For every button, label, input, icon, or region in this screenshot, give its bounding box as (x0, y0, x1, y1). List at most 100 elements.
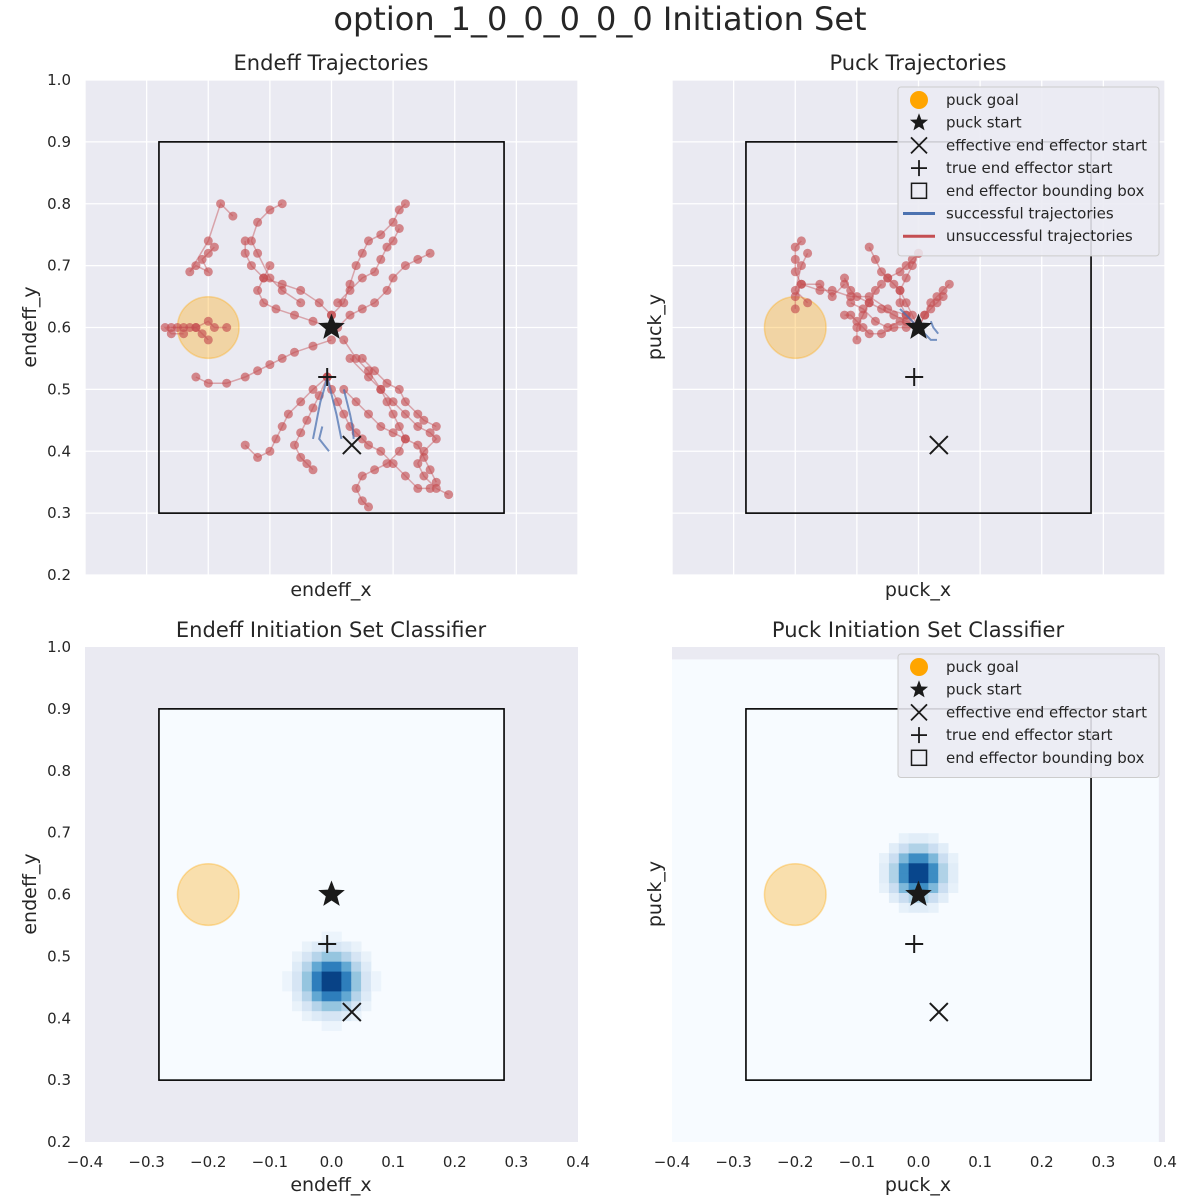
trajectory-point (246, 236, 256, 246)
classifier-cell (351, 981, 362, 992)
classifier-cell (311, 951, 323, 962)
trajectory-point (852, 323, 862, 332)
panel-title: Endeff Trajectories (234, 51, 429, 75)
trajectory-point (803, 248, 813, 258)
trajectory-point (308, 465, 318, 475)
trajectory-point (846, 298, 856, 308)
goal-marker-icon (910, 658, 928, 676)
trajectory-point (259, 273, 269, 283)
unsuccessful-trajectory (343, 388, 437, 483)
classifier-cell (331, 1010, 342, 1022)
trajectory-point (840, 279, 849, 289)
legend-item: end effector bounding box (910, 182, 1144, 200)
trajectory-point (197, 329, 207, 339)
classifier-cell (341, 961, 352, 972)
trajectory-point (796, 236, 806, 246)
classifier-cell (311, 961, 323, 972)
legend-label: puck start (946, 681, 1022, 699)
x-tick-label: −0.1 (839, 1153, 875, 1171)
trajectory-point (240, 372, 250, 382)
classifier-cell (918, 843, 929, 854)
legend-label: end effector bounding box (946, 182, 1144, 200)
x-tick-label: −0.4 (67, 1153, 103, 1171)
trajectory-point (413, 409, 423, 419)
classifier-cell (948, 853, 959, 864)
trajectory-point (827, 292, 837, 302)
trajectory-point (932, 298, 942, 308)
classifier-cell (908, 853, 919, 864)
trajectory-point (308, 384, 318, 394)
trajectory-point (394, 446, 404, 456)
classifier-cell (341, 971, 352, 982)
legend-label: puck goal (946, 658, 1019, 676)
y-tick-label: 0.6 (47, 319, 71, 337)
classifier-cell (351, 991, 362, 1002)
trajectory-point (394, 205, 404, 215)
x-tick-label: −0.4 (654, 1153, 690, 1171)
trajectory-point (179, 323, 189, 332)
classifier-cell (918, 882, 929, 893)
trajectory-point (388, 428, 398, 438)
legend-item: end effector bounding box (910, 749, 1144, 767)
classifier-cell (321, 1020, 332, 1031)
trajectory-point (302, 459, 312, 469)
trajectory-point (413, 422, 423, 431)
successful-trajectory (929, 320, 939, 335)
trajectory-point (870, 285, 880, 295)
trajectory-point (388, 236, 398, 246)
trajectory-point (308, 316, 318, 326)
legend-item: puck start (909, 113, 1022, 132)
trajectory-point (444, 490, 454, 500)
legend-item: puck goal (910, 91, 1019, 109)
trajectory-point (400, 471, 410, 481)
trajectory-point (364, 409, 373, 419)
unsuccessful-trajectory (794, 252, 809, 304)
trajectory-point (425, 248, 435, 258)
trajectory-point (203, 335, 213, 345)
classifier-cell (351, 941, 362, 952)
classifier-cell (908, 843, 919, 854)
legend-label: true end effector start (946, 159, 1113, 177)
classifier-cell (908, 902, 919, 913)
trajectory-point (376, 446, 386, 456)
trajectory-point (296, 298, 306, 308)
trajectory-point (870, 316, 880, 326)
trajectory-point (253, 366, 263, 376)
trajectory-point (265, 273, 275, 283)
trajectory-point (277, 285, 287, 295)
x-tick-label: −0.3 (715, 1153, 751, 1171)
legend-label: effective end effector start (946, 136, 1147, 154)
x-tick-label: 0.2 (443, 1153, 467, 1171)
classifier-cell (908, 862, 919, 874)
classifier-cell (908, 872, 919, 884)
trajectory-point (382, 459, 392, 469)
trajectory-point (216, 199, 226, 209)
puck-trajectories-panel: Puck Trajectories puck_x puck_y puck goa… (644, 51, 1166, 601)
classifier-cell (948, 862, 959, 874)
trajectory-point (400, 261, 410, 271)
trajectory-point (790, 242, 800, 252)
trajectory-point (222, 378, 232, 388)
legend-box (897, 86, 1160, 257)
trajectory-point (846, 310, 856, 320)
trajectory-point (191, 323, 201, 332)
trajectory-point (901, 273, 911, 283)
classifier-cell (341, 941, 352, 952)
classifier-cell (301, 991, 313, 1002)
trajectory-point (413, 254, 423, 264)
effective-end-effector-start-x (929, 1002, 949, 1022)
classifier-cell (898, 843, 910, 854)
trajectory-point (166, 329, 176, 339)
classifier-cell (918, 853, 929, 864)
y-tick-label: 1.0 (47, 638, 71, 656)
trajectory-point (840, 310, 849, 320)
classifier-cell (898, 853, 910, 864)
classifier-cell (321, 1000, 332, 1012)
trajectory-point (203, 378, 213, 388)
classifier-cell (331, 981, 342, 992)
trajectory-point (357, 248, 367, 258)
classifier-cell (908, 833, 919, 844)
trajectory-point (419, 452, 429, 462)
trajectory-point (277, 279, 287, 289)
trajectory-point (431, 422, 441, 431)
